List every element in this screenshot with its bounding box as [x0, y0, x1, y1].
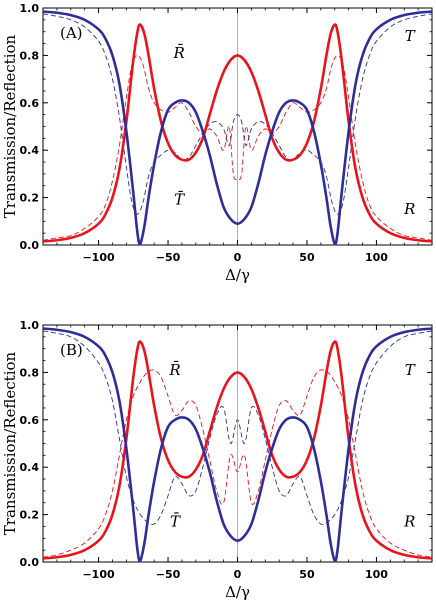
panel-label: (A)	[60, 24, 83, 42]
x-tick-label: −100	[82, 251, 115, 264]
annotation-label: R	[403, 200, 415, 218]
y-tick-label: 0.2	[20, 192, 40, 205]
series-r-bar-line	[42, 369, 433, 558]
y-tick-label: 0.8	[20, 366, 40, 379]
series-t-bar-line	[42, 330, 433, 525]
y-tick-label: 0.2	[20, 509, 40, 522]
annotation-label: R	[403, 512, 415, 530]
x-tick-label: −100	[82, 568, 115, 581]
annotation-label: R̄	[173, 44, 185, 62]
x-tick-label: 0	[234, 251, 242, 264]
y-axis-label: Transmission/Reflection	[1, 351, 19, 535]
series-r-line	[42, 23, 433, 243]
series-r-bar-line	[42, 54, 433, 241]
y-tick-label: 1.0	[20, 319, 40, 332]
y-tick-label: 0.6	[20, 97, 40, 110]
y-tick-label: 0.4	[20, 461, 40, 474]
y-tick-label: 0.0	[20, 239, 40, 252]
series-t-line	[42, 327, 433, 563]
annotation-label: T̄	[174, 191, 185, 209]
panel-label: (B)	[60, 341, 83, 359]
x-axis-label: Δ/γ	[225, 583, 250, 601]
annotation-label: T	[405, 27, 416, 45]
x-tick-label: 50	[299, 568, 315, 581]
y-tick-label: 0.0	[20, 556, 40, 569]
chart-panel-b: −100 −50 0 50 100 0.0 0.2 0.4 0.6 0.8 1.0 R̄ T̄ T R (B)…	[1, 319, 433, 601]
annotation-label: T	[405, 361, 416, 379]
x-tick-label: 100	[365, 251, 388, 264]
series-t-line	[42, 10, 433, 246]
x-axis-label: Δ/γ	[225, 266, 250, 284]
y-tick-label: 0.4	[20, 144, 40, 157]
series-r-line	[42, 340, 433, 560]
x-tick-label: −50	[156, 251, 181, 264]
series-t-bar-line	[42, 13, 433, 215]
x-tick-label: 50	[299, 251, 315, 264]
y-axis-label: Transmission/Reflection	[1, 34, 19, 218]
x-tick-label: 100	[365, 568, 388, 581]
annotation-label: T̄	[170, 512, 181, 530]
y-tick-label: 0.6	[20, 414, 40, 427]
x-tick-label: −50	[156, 568, 181, 581]
y-tick-label: 0.8	[20, 49, 40, 62]
annotation-label: R̄	[168, 361, 180, 379]
y-tick-label: 1.0	[20, 2, 40, 15]
chart-panel-a: −100 −50 0 50 100 0.0 0.2 0.4 0.6 0.8 1.0 R̄ T̄ T R (A)…	[1, 2, 433, 284]
x-tick-label: 0	[234, 568, 242, 581]
